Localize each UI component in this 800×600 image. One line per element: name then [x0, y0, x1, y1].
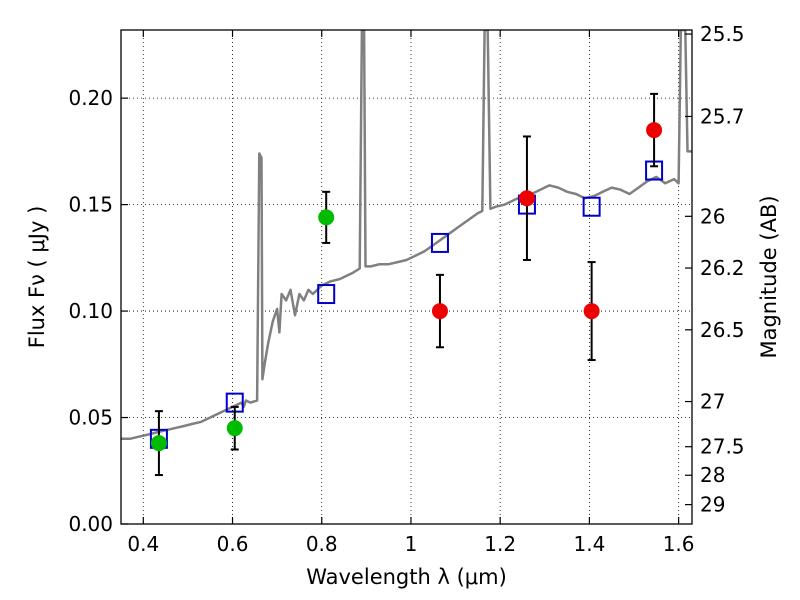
grid	[121, 30, 692, 525]
photometry-point	[646, 122, 663, 139]
axes: 0.4 0.6 0.8 1 1.2 1.4 1.6 0.00 0.05 0.10 0.15 0.20 2…	[68, 22, 744, 556]
markers-layer	[149, 92, 664, 477]
y-tick-label: 0.00	[68, 512, 113, 536]
x-tick-label: 1.6	[663, 532, 695, 556]
plot-area	[121, 30, 692, 441]
plot-frame	[120, 29, 693, 525]
photometry-point	[518, 190, 535, 207]
y2-tick-label: 28	[700, 463, 725, 487]
y2-tick-label: 29	[700, 493, 725, 517]
y2-tick-label: 27	[700, 390, 725, 414]
y-tick-label: 0.15	[68, 193, 113, 217]
y-tick-label: 0.05	[68, 406, 113, 430]
y2-tick-label: 26.5	[700, 318, 745, 342]
model-spectrum-line	[121, 30, 692, 441]
model-square-marker	[317, 284, 336, 305]
photometry-point	[318, 209, 335, 226]
y-axis-label: Flux Fν ( μJy )	[25, 206, 49, 349]
x-tick-label: 0.6	[217, 532, 249, 556]
x-tick-label: 0.8	[306, 532, 338, 556]
photometry-point	[583, 303, 600, 320]
y2-tick-label: 26.2	[700, 256, 745, 280]
x-tick-label: 1	[405, 532, 418, 556]
y2-tick-label: 25.7	[700, 104, 745, 128]
x-tick-label: 0.4	[127, 532, 159, 556]
model-square-marker	[430, 232, 449, 253]
photometry-point	[431, 303, 448, 320]
photometry-point	[150, 435, 167, 452]
y-tick-label: 0.10	[68, 299, 113, 323]
photometry-point	[226, 420, 243, 437]
x-tick-label: 1.2	[484, 532, 516, 556]
model-square-marker	[582, 196, 601, 217]
y2-tick-label: 25.5	[700, 22, 745, 46]
y2-tick-label: 27.5	[700, 435, 745, 459]
x-tick-label: 1.4	[573, 532, 605, 556]
y2-tick-label: 26	[700, 204, 725, 228]
y2-axis-label: Magnitude (AB)	[757, 195, 781, 358]
x-axis-label: Wavelength λ (μm)	[306, 565, 507, 589]
y-tick-label: 0.20	[68, 86, 113, 110]
